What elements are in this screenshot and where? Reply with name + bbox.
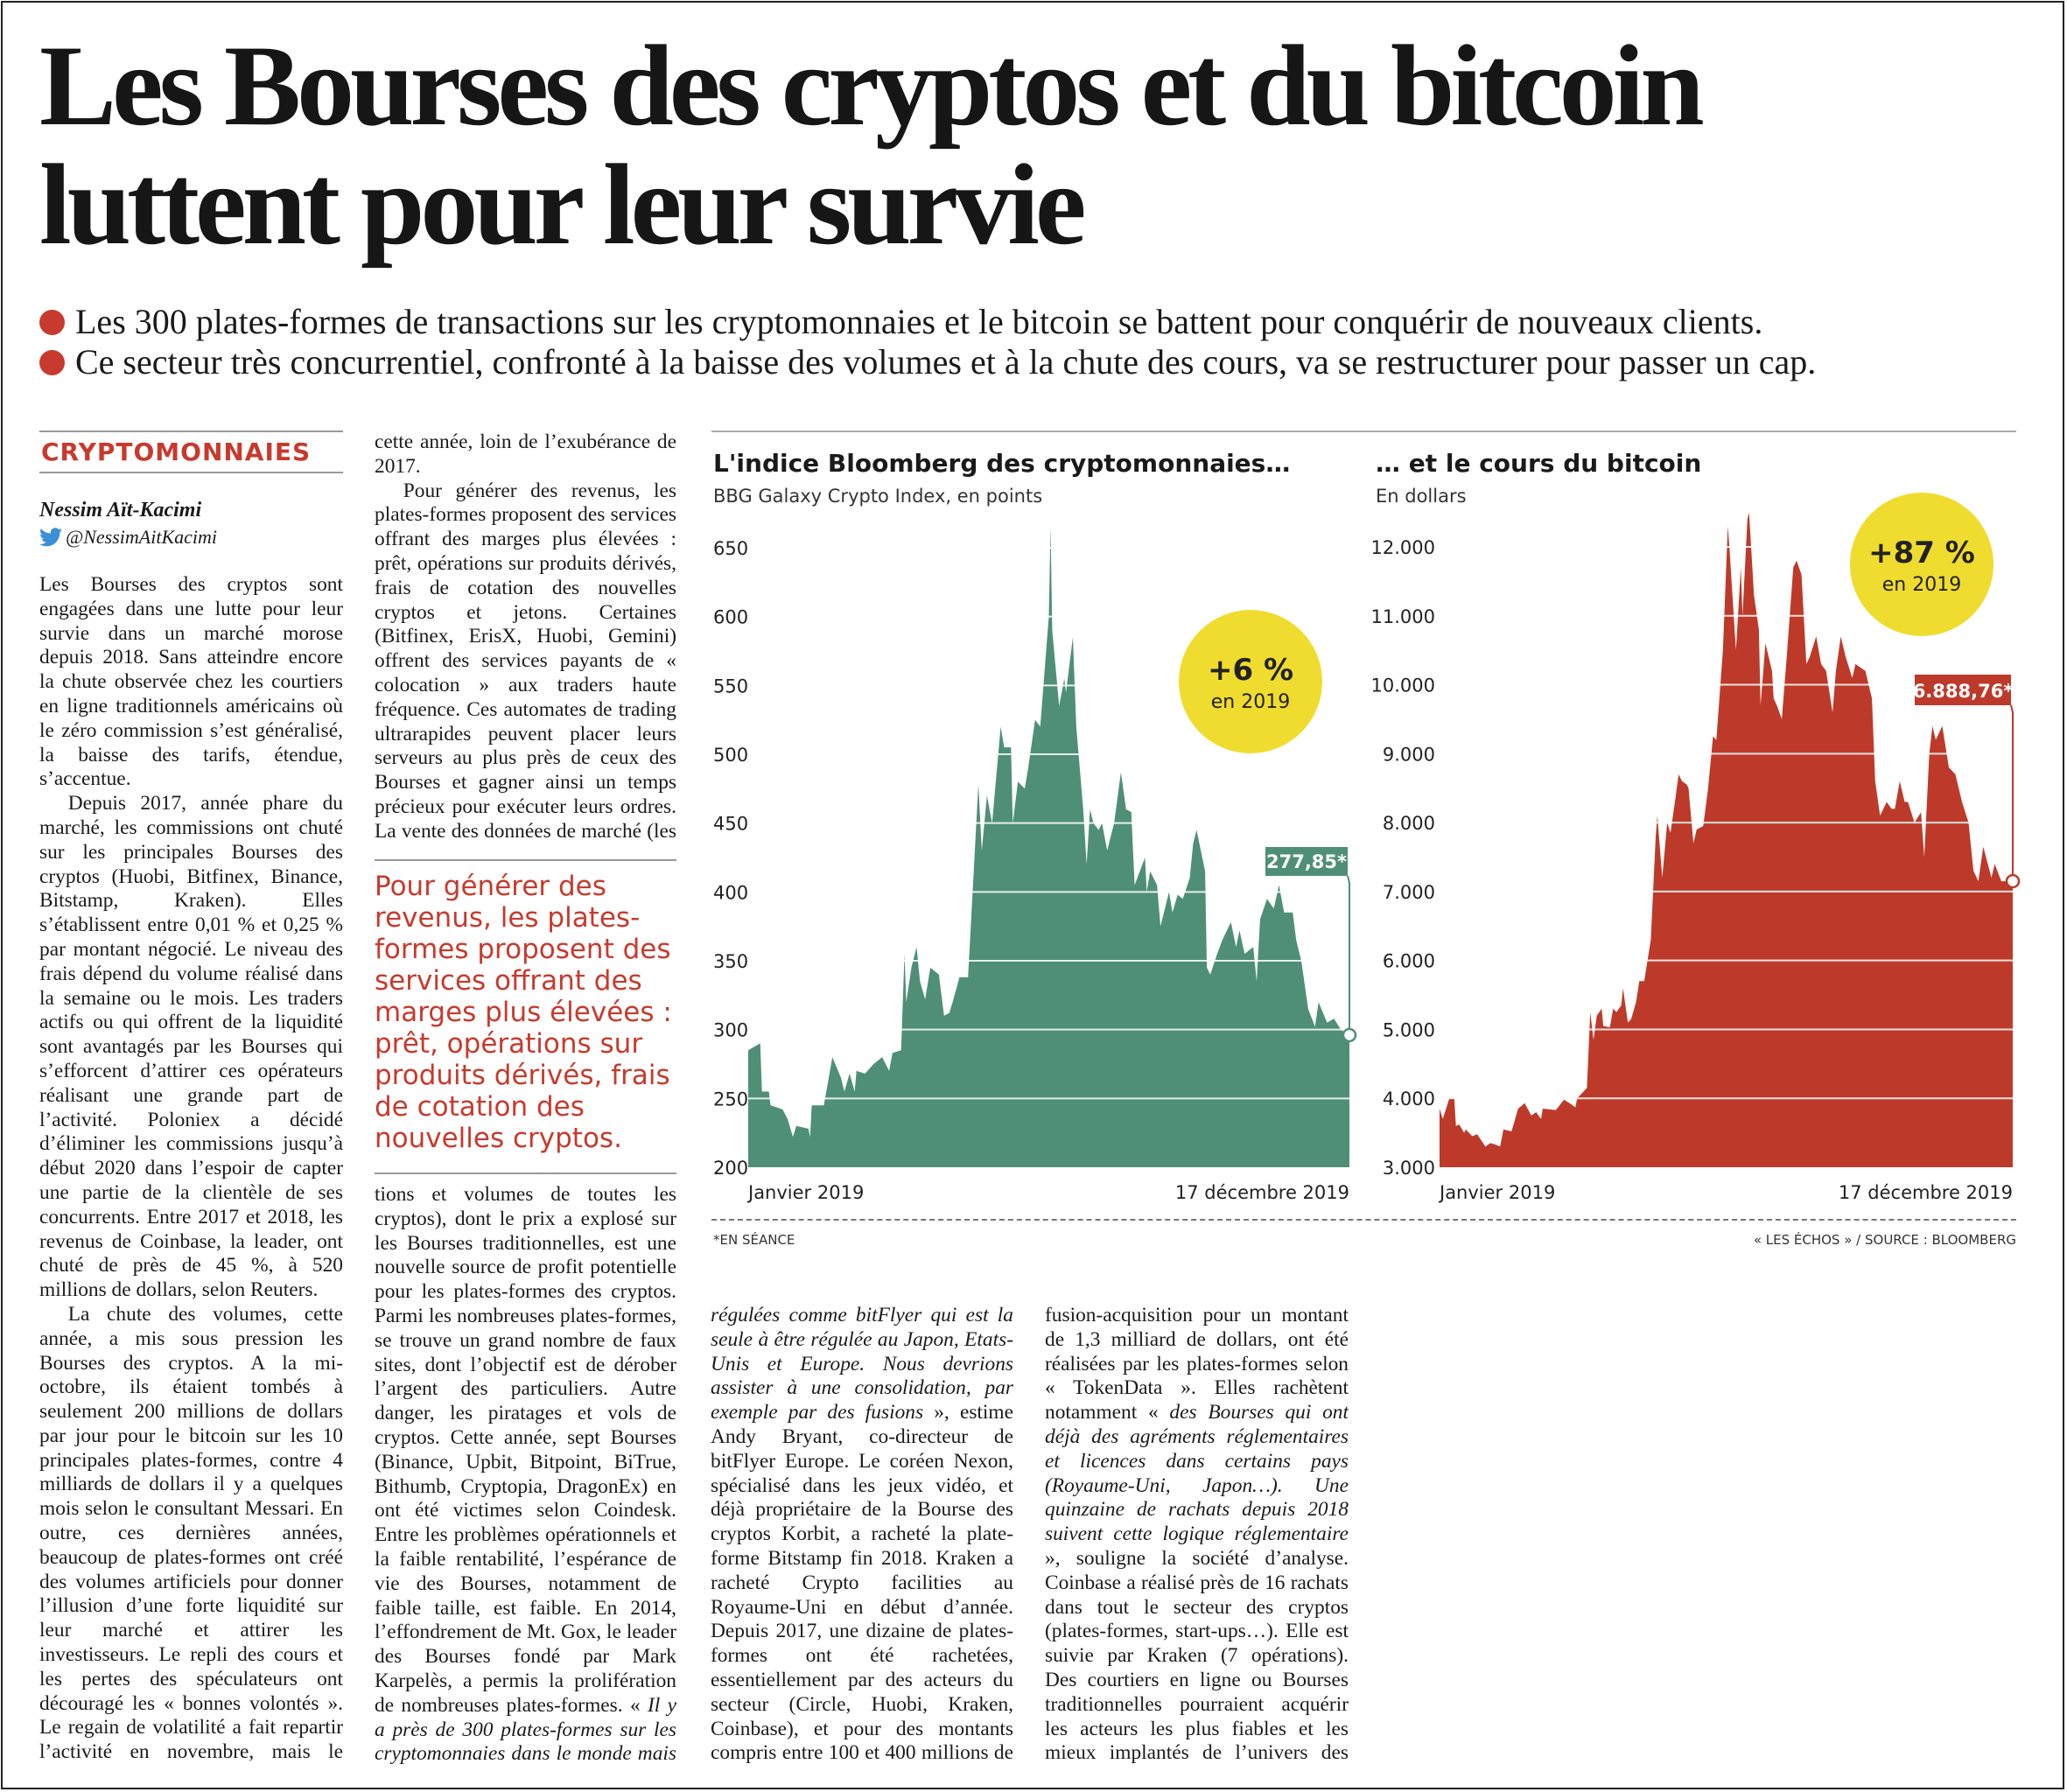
y-tick-label: 9.000 [1383,744,1435,765]
paragraph: fusion-acquisition pour un montant de 1,… [1045,1304,1349,1768]
area-series [748,527,1349,1167]
paragraph: Pour générer des revenus, les plates-for… [375,479,676,846]
article-column-4: fusion-acquisition pour un montant de 1,… [1045,1304,1349,1768]
bullet-text: Les 300 plates-formes de transactions su… [75,302,1763,341]
bullet-dot-icon [39,309,65,335]
bullet-dot-icon [39,349,65,375]
y-tick-label: 8.000 [1383,813,1435,834]
change-badge-value: +87 % [1868,536,1975,570]
x-label-end: 17 décembre 2019 [1175,1182,1349,1203]
charts-top-rule [711,430,2016,432]
headline-line-1: Les Bourses des cryptos et du bitcoin [39,21,1705,150]
y-tick-label: 7.000 [1383,882,1435,903]
y-tick-label: 6.000 [1383,951,1435,972]
chart-2-title: … et le cours du bitcoin [1376,449,1702,478]
text: fusion-acquisition pour un montant de 1,… [1045,1304,1349,1424]
last-value-dot [1342,1027,1357,1043]
paragraph: Depuis 2017, année phare du marché, les … [39,792,343,1302]
twitter-handle: @NessimAitKacimi [66,526,218,548]
change-badge [1179,610,1322,753]
last-value-label: 6.888,76* [1913,681,2014,702]
article-column-2-top: cette année, loin de l’exubérance de 201… [375,430,676,846]
pull-quote-rule-bottom [375,1172,676,1174]
source-credit: « LES ÉCHOS » / SOURCE : BLOOMBERG [1753,1232,2016,1248]
chart-2-subtitle: En dollars [1376,486,1467,507]
bitcoin-price-chart: 3.000 4.000 5.000 6.000 7.000 8.000 9.000 10.00… [1371,493,2021,1203]
y-tick-label: 11.000 [1371,606,1435,627]
headline: Les Bourses des cryptos et du bitcoin lu… [39,21,1705,269]
paragraph: La chute des volumes, cette année, a mis… [39,1302,343,1768]
x-label-end: 17 décembre 2019 [1839,1182,2013,1203]
summary-bullet: Ce secteur très concurrentiel, confronté… [39,342,2026,382]
y-tick-label: 600 [713,607,748,628]
y-tick-label: 450 [713,814,748,835]
section-rubric: CRYPTOMONNAIES [39,430,343,473]
y-tick-label: 10.000 [1371,676,1435,696]
paragraph: tions et volumes de toutes les cryptos),… [375,1183,676,1768]
area-series [1440,512,2013,1167]
y-tick-label: 250 [713,1088,748,1110]
bullet-text: Ce secteur très concurrentiel, confronté… [75,342,1817,382]
text: », estime Andy Bryant, co-directeur de b… [711,1401,1013,1768]
paragraph: régulées comme bitFlyer qui est la seule… [711,1304,1013,1768]
paragraph: cette année, loin de l’exubérance de 201… [375,430,676,478]
last-value-dot [2005,873,2021,889]
callout-leader-line [1347,875,1350,1035]
x-label-start: Janvier 2019 [746,1182,864,1203]
quote-text: des Bourses qui ont déjà des agréments r… [1045,1401,1349,1546]
y-tick-label: 550 [713,676,748,696]
quote-text: Il y a près de 300 plates-formes sur les… [375,1693,676,1768]
y-tick-label: 200 [713,1158,748,1179]
y-tick-label: 12.000 [1371,537,1435,558]
paragraph: Les Bourses des cryptos sont engagées da… [39,573,343,791]
x-label-start: Janvier 2019 [1438,1182,1555,1203]
y-tick-label: 650 [713,538,748,559]
summary-bullets: Les 300 plates-formes de transactions su… [39,302,2026,382]
twitter-bird-icon [39,528,62,547]
y-tick-label: 5.000 [1383,1019,1435,1040]
pull-quote-rule-top [375,859,676,861]
chart-footer-divider [711,1219,2016,1221]
footnote: *EN SÉANCE [713,1232,795,1248]
last-value-box [1915,675,2011,705]
article-column-1: Les Bourses des cryptos sont engagées da… [39,573,343,1768]
y-tick-label: 400 [713,882,748,903]
callout-leader-line [2010,704,2014,882]
rubric-label: CRYPTOMONNAIES [41,438,312,466]
author-twitter[interactable]: @NessimAitKacimi [39,526,217,549]
crypto-index-chart: 200 250 300 350 400 450 500 550 600 650 Janvier 20… [713,527,1357,1203]
change-badge-label: en 2019 [1211,691,1290,713]
text: tions et volumes de toutes les cryptos),… [375,1183,676,1717]
summary-bullet: Les 300 plates-formes de transactions su… [39,302,2026,342]
article-column-2-bottom: tions et volumes de toutes les cryptos),… [375,1183,676,1768]
last-value-label: 277,85* [1266,851,1347,872]
y-tick-label: 4.000 [1383,1088,1435,1110]
author-name: Nessim Aït-Kacimi [39,499,202,522]
chart-1-subtitle: BBG Galaxy Crypto Index, en points [713,486,1043,507]
y-tick-label: 300 [713,1020,748,1041]
quote-text: régulées comme bitFlyer qui est la seule… [711,1304,1013,1424]
end-square-icon: ■ [1111,1766,1128,1768]
chart-1-title: L'indice Bloomberg des cryptomonnaies… [713,449,1291,478]
article-column-3: régulées comme bitFlyer qui est la seule… [711,1304,1013,1768]
change-badge-label: en 2019 [1882,574,1961,596]
y-tick-label: 350 [713,951,748,972]
last-value-box [1265,847,1348,876]
change-badge-value: +6 % [1208,653,1293,688]
change-badge [1850,493,1993,636]
y-tick-label: 3.000 [1383,1158,1435,1179]
pull-quote: Pour générer des revenus, les plates-for… [375,871,672,1154]
text: », souligne la société d’analyse. Coinba… [1045,1546,1349,1768]
y-tick-label: 500 [713,745,748,766]
headline-line-2: luttent pour leur survie [39,140,1086,269]
